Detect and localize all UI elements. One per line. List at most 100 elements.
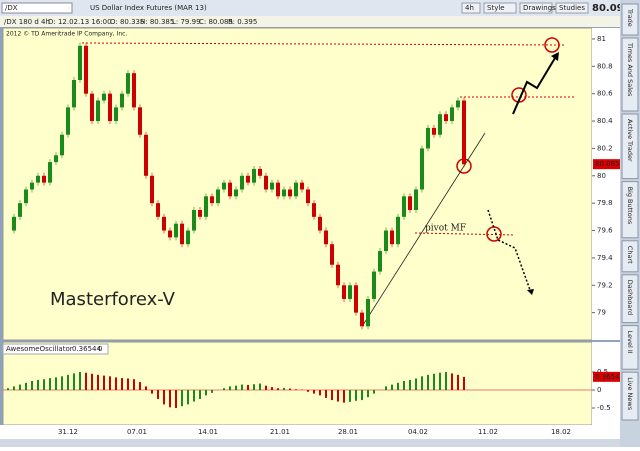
candle xyxy=(414,189,418,210)
candle xyxy=(156,203,160,217)
y-tick-label: 79.2 xyxy=(597,281,613,289)
toolbar-button-label: Studies xyxy=(559,4,585,12)
candle xyxy=(168,230,172,238)
description: US Dollar Index Futures (MAR 13) xyxy=(90,4,207,12)
circle-marker xyxy=(486,226,502,242)
y-tick-label: 80 xyxy=(597,172,606,180)
y-tick-label: 80.2 xyxy=(597,144,613,152)
candle xyxy=(276,182,280,197)
candle xyxy=(90,93,94,122)
candle xyxy=(210,196,214,204)
osc-axis xyxy=(592,342,620,425)
circle-marker xyxy=(544,37,560,53)
candle xyxy=(180,223,184,245)
toolbar-button[interactable] xyxy=(519,2,553,14)
sidebar-tab[interactable] xyxy=(621,181,639,239)
candle xyxy=(438,114,442,135)
candle xyxy=(144,134,148,176)
osc-name: AwesomeOscillator xyxy=(6,345,73,353)
candle xyxy=(366,298,370,327)
sidebar-tab-label: Chart xyxy=(626,246,634,264)
y-tick-label: 81 xyxy=(597,35,606,43)
candle xyxy=(54,155,58,163)
candle xyxy=(138,107,142,135)
toolbar-button[interactable] xyxy=(483,2,517,14)
candle xyxy=(72,80,76,108)
toolbar-button-label: Style xyxy=(487,4,505,12)
sidebar-tab-label: Level II xyxy=(626,331,634,354)
osc-panel xyxy=(2,341,593,426)
sidebar-tab[interactable] xyxy=(621,371,639,421)
y-tick-label: 0 xyxy=(597,386,601,394)
candle xyxy=(186,230,190,245)
info-field: C: 80.085 xyxy=(199,18,233,26)
y-tick-label: 80.4 xyxy=(597,117,613,125)
candle xyxy=(18,203,22,217)
y-tick-label: 79.6 xyxy=(597,227,613,235)
osc-header xyxy=(2,343,109,355)
candle xyxy=(12,216,16,231)
sidebar-tab[interactable] xyxy=(621,240,639,273)
candle xyxy=(354,285,358,313)
x-tick-label: 04.02 xyxy=(408,428,428,436)
candle xyxy=(294,182,298,197)
candle xyxy=(222,182,226,190)
bottom-bar xyxy=(0,439,620,447)
sidebar-tab[interactable] xyxy=(621,325,639,370)
candle xyxy=(36,175,40,183)
candle xyxy=(324,230,328,245)
sidebar-tab[interactable] xyxy=(621,113,639,180)
candle xyxy=(360,312,364,327)
y-tick-label: 79 xyxy=(597,309,606,317)
candle xyxy=(30,182,34,190)
candle xyxy=(84,45,88,94)
info-field: H: 80.385 xyxy=(140,18,174,26)
info-field: R: 0.395 xyxy=(228,18,257,26)
candle xyxy=(102,93,106,101)
sidebar-tab-label: Times And Sales xyxy=(626,42,634,97)
candle xyxy=(150,175,154,204)
candle xyxy=(372,271,376,299)
candle xyxy=(228,182,232,197)
candle xyxy=(456,100,460,108)
candle xyxy=(204,196,208,217)
arrow-down xyxy=(487,209,531,291)
candle xyxy=(336,264,340,286)
candle xyxy=(282,189,286,197)
last-price: 80.09 xyxy=(592,3,624,14)
candle xyxy=(42,175,46,183)
sidebar-tab[interactable] xyxy=(621,3,639,36)
date-axis xyxy=(0,425,620,439)
candle xyxy=(330,244,334,265)
candle xyxy=(66,107,70,135)
info-field: /DX 180 d 4h xyxy=(4,18,50,26)
sidebar-tab-label: Live News xyxy=(626,377,634,411)
candle xyxy=(48,162,52,183)
y-tick-label: 79.8 xyxy=(597,199,613,207)
candle xyxy=(342,285,346,299)
price-tag-label: 80.085 xyxy=(595,160,620,168)
candle xyxy=(408,196,412,210)
x-tick-label: 11.02 xyxy=(478,428,498,436)
sidebar-tab[interactable] xyxy=(621,37,639,112)
candle xyxy=(114,107,118,122)
y-tick-label: 80.8 xyxy=(597,62,613,70)
candle xyxy=(390,230,394,245)
x-tick-label: 31.12 xyxy=(58,428,78,436)
toolbar-button[interactable] xyxy=(555,2,589,14)
sidebar-tab[interactable] xyxy=(621,274,639,324)
candle xyxy=(450,107,454,122)
candle xyxy=(78,45,82,80)
osc-tag-label: 0.3654 xyxy=(595,373,620,381)
candle xyxy=(264,175,268,190)
arrow-up xyxy=(512,57,556,115)
info-field: D: 12.02.13 16:00 xyxy=(48,18,112,26)
candle xyxy=(132,73,136,108)
toolbar-button-label: 4h xyxy=(465,4,474,12)
sidebar-tab-label: Big Buttons xyxy=(626,187,634,225)
dotted-line xyxy=(414,232,516,236)
candle xyxy=(60,134,64,156)
symbol-box[interactable] xyxy=(1,2,73,14)
toolbar-button[interactable] xyxy=(461,2,481,14)
arrow-head xyxy=(551,52,559,61)
